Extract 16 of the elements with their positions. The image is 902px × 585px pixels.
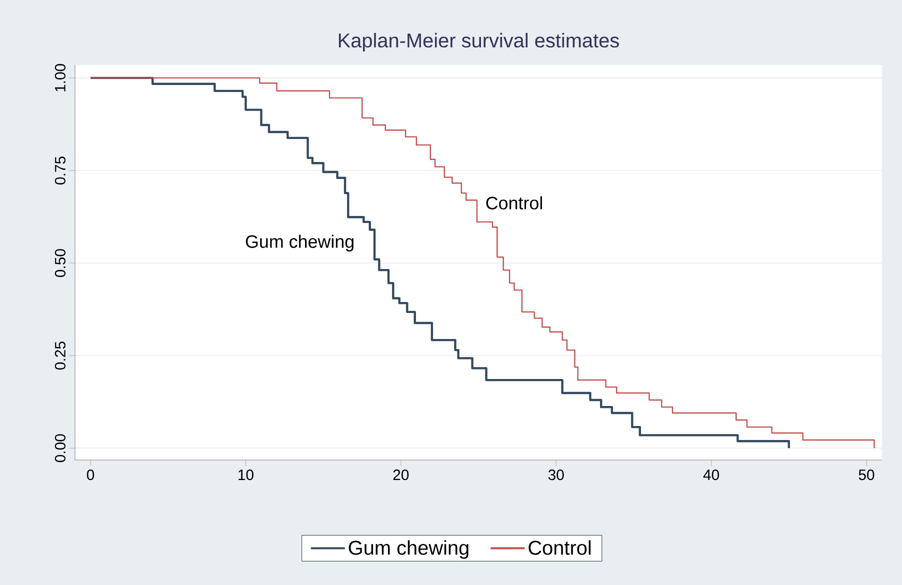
x-tick-label: 40 [703, 470, 720, 480]
y-tick-label: 0.00 [54, 434, 66, 462]
x-tick-label: 10 [238, 470, 254, 480]
x-tick-label: 0 [86, 470, 94, 480]
legend-label: Gum chewing [348, 540, 468, 559]
y-tick-label: 0.50 [54, 249, 66, 278]
y-tick-label: 0.25 [54, 342, 66, 370]
x-tick-label: 50 [858, 470, 874, 480]
chart-title: Kaplan-Meier survival estimates [338, 32, 619, 52]
x-tick-label: 30 [548, 470, 564, 480]
annotation: Gum chewing [246, 234, 354, 252]
y-tick-label: 1.00 [54, 64, 66, 92]
y-tick-label: 0.75 [54, 156, 66, 184]
annotation: Control [486, 196, 542, 210]
x-tick-label: 20 [393, 470, 409, 480]
legend-label: Control [528, 540, 591, 555]
